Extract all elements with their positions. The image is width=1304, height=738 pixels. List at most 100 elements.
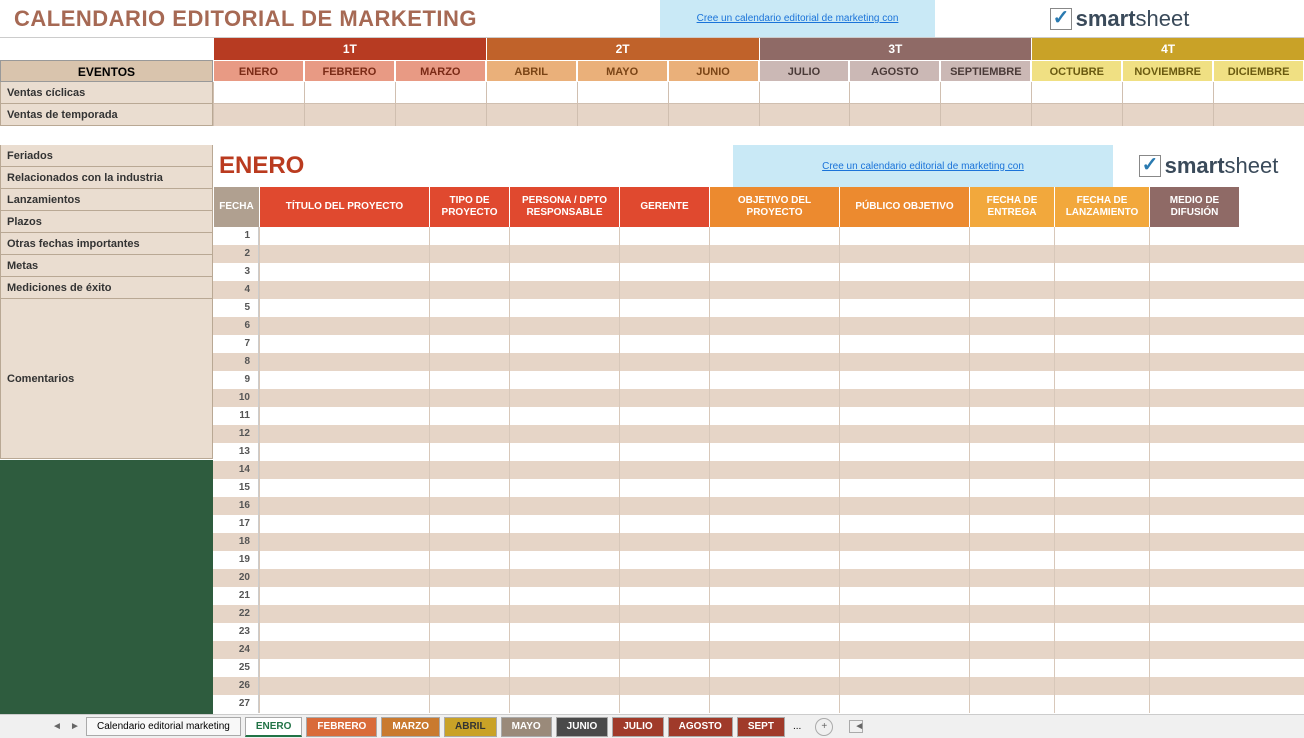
data-cell[interactable]: [429, 371, 509, 389]
event-cell[interactable]: [849, 82, 940, 126]
data-cell[interactable]: [619, 497, 709, 515]
data-cell[interactable]: [1054, 461, 1149, 479]
data-cell[interactable]: [259, 497, 429, 515]
data-cell[interactable]: [429, 605, 509, 623]
data-cell[interactable]: [259, 479, 429, 497]
data-cell[interactable]: [969, 227, 1054, 245]
event-cell[interactable]: [486, 82, 577, 126]
data-cell[interactable]: [429, 533, 509, 551]
data-cell[interactable]: [839, 299, 969, 317]
data-cell[interactable]: [509, 623, 619, 641]
data-cell[interactable]: [1054, 659, 1149, 677]
event-cell[interactable]: [1031, 82, 1122, 126]
table-row[interactable]: 22: [213, 605, 1304, 623]
data-cell[interactable]: [259, 335, 429, 353]
data-cell[interactable]: [429, 281, 509, 299]
data-cell[interactable]: [709, 695, 839, 713]
sheet-tab[interactable]: ENERO: [245, 717, 303, 737]
data-cell[interactable]: [429, 353, 509, 371]
data-cell[interactable]: [1054, 623, 1149, 641]
table-row[interactable]: 4: [213, 281, 1304, 299]
data-cell[interactable]: [709, 371, 839, 389]
data-cell[interactable]: [1149, 497, 1239, 515]
sheet-tab[interactable]: SEPT: [737, 717, 785, 737]
event-label-mediciones[interactable]: Mediciones de éxito: [0, 277, 213, 299]
data-cell[interactable]: [1149, 533, 1239, 551]
event-label-metas[interactable]: Metas: [0, 255, 213, 277]
table-row[interactable]: 25: [213, 659, 1304, 677]
event-label-ventas-temporada[interactable]: Ventas de temporada: [0, 104, 213, 126]
event-label-feriados[interactable]: Feriados: [0, 145, 213, 167]
data-cell[interactable]: [259, 533, 429, 551]
data-cell[interactable]: [619, 245, 709, 263]
data-cell[interactable]: [509, 425, 619, 443]
table-row[interactable]: 19: [213, 551, 1304, 569]
data-cell[interactable]: [509, 569, 619, 587]
event-cell[interactable]: [940, 82, 1031, 126]
data-cell[interactable]: [709, 587, 839, 605]
data-cell[interactable]: [969, 389, 1054, 407]
data-cell[interactable]: [619, 389, 709, 407]
data-cell[interactable]: [709, 515, 839, 533]
data-cell[interactable]: [1054, 353, 1149, 371]
data-cell[interactable]: [619, 263, 709, 281]
event-cell[interactable]: [395, 82, 486, 126]
data-cell[interactable]: [619, 569, 709, 587]
data-cell[interactable]: [509, 677, 619, 695]
data-cell[interactable]: [429, 569, 509, 587]
data-cell[interactable]: [709, 407, 839, 425]
data-cell[interactable]: [1054, 443, 1149, 461]
data-cell[interactable]: [429, 425, 509, 443]
data-cell[interactable]: [619, 407, 709, 425]
data-cell[interactable]: [1054, 587, 1149, 605]
data-cell[interactable]: [1054, 515, 1149, 533]
table-row[interactable]: 27: [213, 695, 1304, 713]
data-cell[interactable]: [839, 623, 969, 641]
data-cell[interactable]: [619, 695, 709, 713]
data-cell[interactable]: [429, 245, 509, 263]
data-cell[interactable]: [839, 515, 969, 533]
data-cell[interactable]: [429, 317, 509, 335]
data-cell[interactable]: [1054, 407, 1149, 425]
enero-promo-link[interactable]: Cree un calendario editorial de marketin…: [822, 161, 1024, 172]
table-row[interactable]: 26: [213, 677, 1304, 695]
data-cell[interactable]: [509, 443, 619, 461]
data-cell[interactable]: [969, 569, 1054, 587]
data-cell[interactable]: [619, 443, 709, 461]
table-row[interactable]: 17: [213, 515, 1304, 533]
data-cell[interactable]: [259, 443, 429, 461]
scroll-left[interactable]: ◄: [849, 720, 863, 733]
data-cell[interactable]: [709, 497, 839, 515]
data-cell[interactable]: [839, 245, 969, 263]
data-cell[interactable]: [619, 227, 709, 245]
data-cell[interactable]: [839, 263, 969, 281]
data-cell[interactable]: [619, 335, 709, 353]
data-cell[interactable]: [259, 425, 429, 443]
event-cell[interactable]: [1213, 82, 1304, 126]
data-cell[interactable]: [1054, 335, 1149, 353]
data-cell[interactable]: [259, 587, 429, 605]
data-cell[interactable]: [709, 425, 839, 443]
data-cell[interactable]: [709, 605, 839, 623]
data-cell[interactable]: [1149, 515, 1239, 533]
data-cell[interactable]: [1054, 263, 1149, 281]
data-cell[interactable]: [709, 227, 839, 245]
data-cell[interactable]: [839, 659, 969, 677]
data-cell[interactable]: [1054, 227, 1149, 245]
data-cell[interactable]: [429, 677, 509, 695]
data-cell[interactable]: [709, 263, 839, 281]
data-cell[interactable]: [839, 569, 969, 587]
data-cell[interactable]: [259, 227, 429, 245]
data-cell[interactable]: [709, 317, 839, 335]
data-cell[interactable]: [259, 551, 429, 569]
sheet-tab[interactable]: JULIO: [612, 717, 663, 737]
data-cell[interactable]: [1054, 281, 1149, 299]
table-row[interactable]: 12: [213, 425, 1304, 443]
data-cell[interactable]: [1149, 353, 1239, 371]
data-cell[interactable]: [259, 623, 429, 641]
data-cell[interactable]: [1054, 533, 1149, 551]
data-cell[interactable]: [619, 281, 709, 299]
data-cell[interactable]: [839, 371, 969, 389]
data-cell[interactable]: [429, 695, 509, 713]
data-cell[interactable]: [509, 245, 619, 263]
